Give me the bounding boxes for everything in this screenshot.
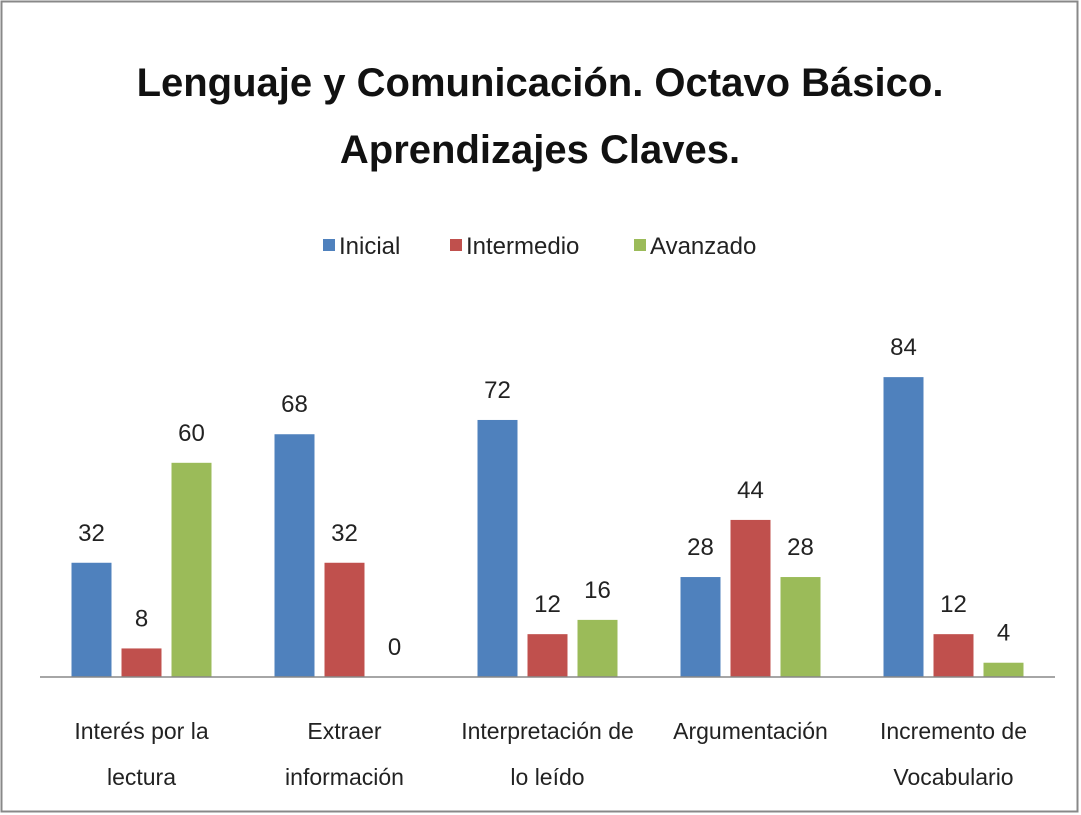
data-label: 44 [737,477,764,504]
bar [680,577,721,677]
data-label: 12 [534,591,561,618]
bar [577,619,618,677]
data-label: 0 [388,634,401,661]
bar [324,562,365,677]
x-tick-label: Extraer información [285,718,404,790]
data-label: 12 [940,591,967,618]
data-label: 28 [687,534,714,561]
data-label: 4 [997,620,1010,647]
data-label: 32 [331,520,358,547]
bar [933,634,974,677]
bar [730,519,771,677]
bar [527,634,568,677]
bar [477,419,518,677]
data-label: 16 [584,577,611,604]
legend-swatch [634,239,646,251]
legend-swatch [323,239,335,251]
bar [121,648,162,677]
x-tick-label: Argumentación [673,718,828,744]
data-label: 68 [281,391,308,418]
chart-title: Lenguaje y Comunicación. Octavo Básico. … [136,61,944,172]
bar [983,662,1024,677]
data-label: 84 [890,334,917,361]
bar [71,562,112,677]
data-label: 32 [78,520,105,547]
data-label: 72 [484,377,511,404]
legend-label: Intermedio [466,233,579,260]
legend-label: Avanzado [650,233,756,260]
x-tick-label: Interpretación de lo leído [461,718,634,790]
data-label: 60 [178,420,205,447]
x-tick-label: Incremento de Vocabulario [879,718,1028,790]
bar [274,434,315,677]
x-tick-label: Interés por la lectura [74,718,209,790]
legend-swatch [450,239,462,251]
bar [171,462,212,677]
data-label: 28 [787,534,814,561]
bar [780,577,821,677]
data-label: 8 [135,605,148,632]
bar [883,377,924,677]
legend-label: Inicial [339,233,400,260]
